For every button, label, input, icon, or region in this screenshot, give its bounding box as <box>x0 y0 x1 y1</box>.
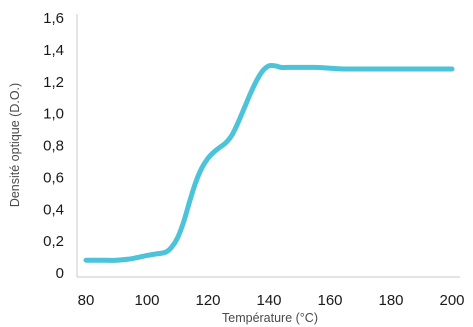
x-tick-labels: 80 100 120 140 160 180 200 <box>78 292 465 309</box>
y-axis-label: Densité optique (D.O.) <box>8 83 22 207</box>
x-tick-label: 180 <box>378 292 403 309</box>
y-tick-label: 0,6 <box>43 169 64 186</box>
y-tick-labels: 0 0,2 0,4 0,6 0,8 1,0 1,2 1,4 1,6 <box>43 10 64 282</box>
chart-axes <box>76 14 460 278</box>
y-tick-label: 0 <box>56 265 64 282</box>
series-lines <box>83 62 455 263</box>
y-tick-label: 0,8 <box>43 138 64 155</box>
y-tick-label: 1,6 <box>43 10 64 27</box>
x-tick-label: 200 <box>439 292 464 309</box>
x-tick-label: 140 <box>256 292 281 309</box>
y-tick-label: 0,4 <box>43 201 64 218</box>
x-tick-label: 120 <box>195 292 220 309</box>
y-tick-label: 0,2 <box>43 233 64 250</box>
y-tick-label: 1,2 <box>43 74 64 91</box>
x-tick-label: 100 <box>134 292 159 309</box>
y-tick-label: 1,4 <box>43 42 64 59</box>
y-tick-label: 1,0 <box>43 106 64 123</box>
x-tick-label: 80 <box>78 292 95 309</box>
series-line <box>83 62 455 263</box>
x-axis-label: Température (°C) <box>222 311 318 325</box>
x-tick-label: 160 <box>317 292 342 309</box>
